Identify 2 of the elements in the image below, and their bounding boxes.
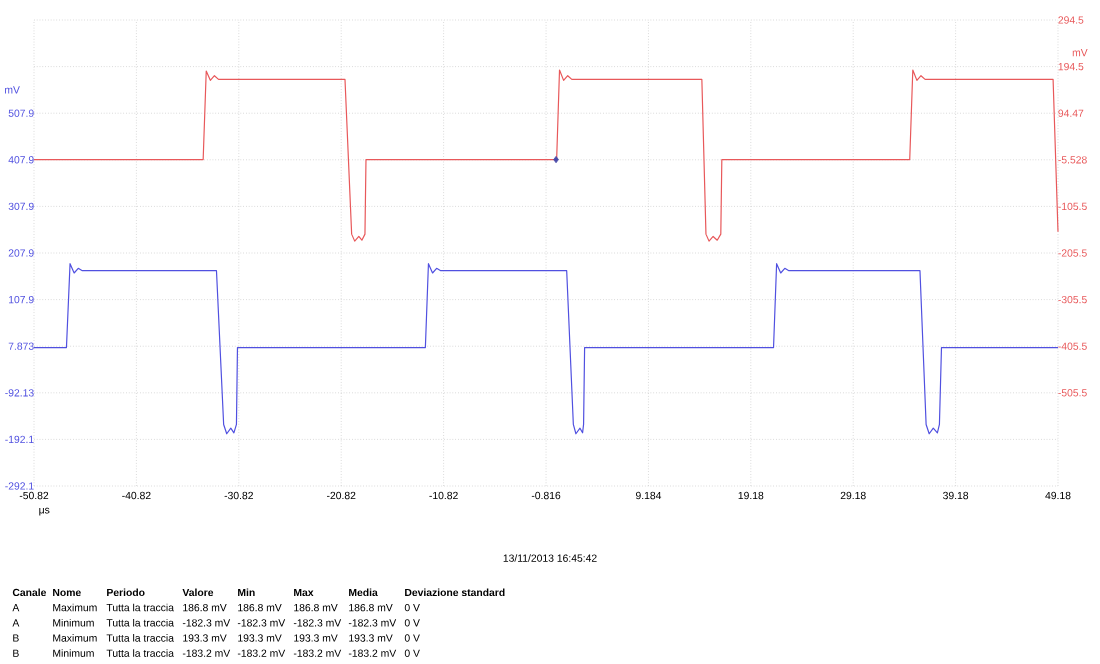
line-series: [33, 69, 1059, 242]
line-series: [33, 263, 1059, 435]
